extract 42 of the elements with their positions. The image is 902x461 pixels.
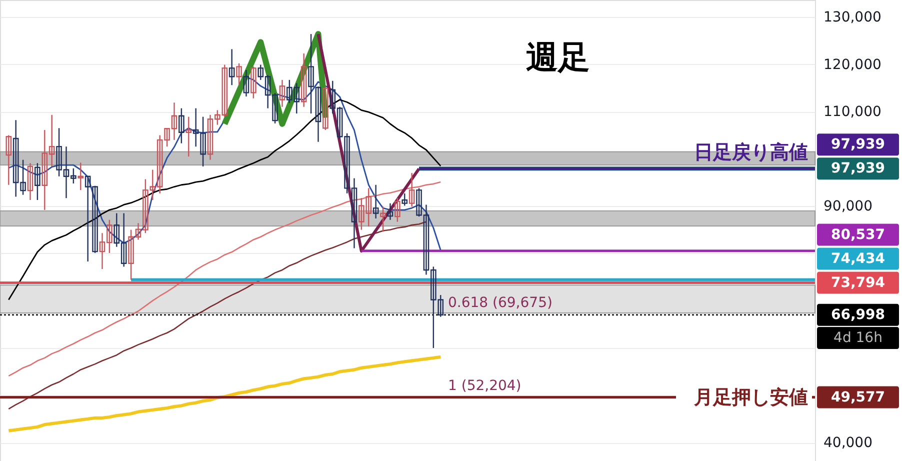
candlestick [186,116,192,158]
annotation: 日足戻り高値 [694,142,808,164]
ref-line-label: 49,577 [830,389,886,406]
ref-line-label: 73,794 [830,274,886,291]
annotation: 1 (52,204) [448,378,522,394]
candlestick [27,162,34,201]
series-label: 97,939 [830,160,886,177]
candlestick [34,162,40,201]
y-tick-label: 110,000 [824,104,882,120]
series-label: 97,939 [830,136,886,153]
candlestick [250,66,256,99]
candlestick [300,52,307,108]
y-tick-label: 90,000 [824,198,872,215]
candlestick [380,206,386,232]
candlestick [372,184,379,220]
candlestick [228,48,235,86]
text: 週足 [526,38,590,76]
candlestick [6,134,12,186]
candlestick [322,86,328,131]
candlestick [408,172,415,208]
candlestick [387,202,394,220]
candlestick [78,162,84,191]
annotation: 0.618 (69,675) [448,295,552,311]
candlestick [178,108,184,144]
line-series [8,181,442,377]
series-label: 74,434 [830,250,886,267]
candlestick [279,79,286,108]
series-label: 80,537 [830,226,886,243]
annotation: 月足押し安値 [693,386,808,408]
ref-line-label: 66,998 [830,306,886,323]
y-tick-label: 120,000 [824,56,882,73]
candlestick [308,33,314,114]
candlestick [315,86,322,142]
text: 4d 16h [834,330,882,346]
y-tick-label: 130,000 [824,10,882,26]
y-tick-label: 40,000 [824,435,872,452]
candlestick [394,198,400,222]
line-series [8,221,427,410]
candlestick [243,69,250,98]
candlestick [236,62,242,86]
candlestick [402,192,408,206]
line-series [7,355,442,432]
